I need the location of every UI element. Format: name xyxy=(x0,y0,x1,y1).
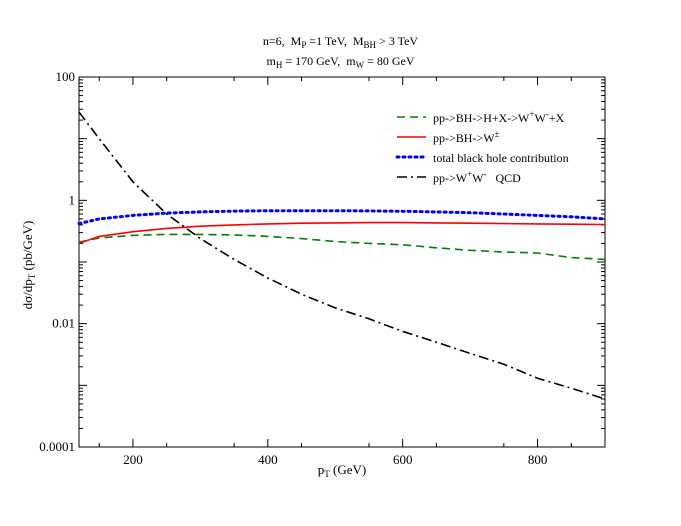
x-tick-label: 600 xyxy=(393,452,413,467)
legend-3-s1: + xyxy=(467,169,473,179)
y-tick-label: 100 xyxy=(56,69,76,84)
y-axis-label-sub: T xyxy=(27,273,37,280)
legend-3-c: QCD xyxy=(486,171,521,185)
title-mbh-label: M xyxy=(352,34,364,48)
chart-title-line-2: mH = 170 GeV, mW = 80 GeV xyxy=(0,54,681,70)
title-mp-label: M xyxy=(290,34,302,48)
title-mp-sub: P xyxy=(301,40,307,50)
y-tick-label: 0.01 xyxy=(52,316,75,331)
title-mh-label: m xyxy=(266,54,276,68)
legend-3-a: pp->W xyxy=(433,171,468,185)
series-line-0 xyxy=(78,233,606,261)
legend-entry-text-2: total black hole contribution xyxy=(433,151,569,166)
title-mp-value: =1 TeV, xyxy=(309,34,347,48)
legend-0-b: W xyxy=(534,111,546,125)
x-tick-label: 200 xyxy=(123,452,143,467)
series-line-3 xyxy=(78,111,606,400)
legend-0-a: pp->BH->H+X->W xyxy=(433,111,530,125)
legend-entry-text-0: pp->BH->H+X->W+W-+X xyxy=(433,109,565,126)
legend-1-s1: ± xyxy=(494,129,500,139)
legend-entry-text-3: pp->W+W- QCD xyxy=(433,169,521,186)
title-mw-label: m xyxy=(346,54,356,68)
x-axis-label: pT (GeV) xyxy=(317,462,367,479)
title-mbh-value: > 3 TeV xyxy=(379,34,419,48)
x-axis-label-main: p xyxy=(317,462,325,477)
legend-3-s2: - xyxy=(483,169,487,179)
title-mbh-sub: BH xyxy=(363,40,377,50)
legend-0-s2: - xyxy=(545,109,549,119)
legend-1-a: pp->BH->W xyxy=(433,131,495,145)
legend-2-a: total black hole contribution xyxy=(433,151,569,165)
legend-entry-text-1: pp->BH->W± xyxy=(433,129,500,146)
title-mh-sub: H xyxy=(275,60,283,70)
chart-title-line-1: n=6, MP =1 TeV, MBH > 3 TeV xyxy=(0,34,681,50)
x-tick-label: 800 xyxy=(528,452,548,467)
x-axis-label-sub: T xyxy=(324,469,330,479)
y-axis-label-unit: (pb/GeV) xyxy=(20,220,35,271)
legend-0-s1: + xyxy=(529,109,535,119)
x-tick-label: 400 xyxy=(258,452,278,467)
title-mw-value: = 80 GeV xyxy=(367,54,415,68)
legend-0-c: +X xyxy=(548,111,565,125)
x-axis-label-unit: (GeV) xyxy=(333,462,367,477)
y-tick-label: 1 xyxy=(69,192,76,207)
title-mh-value: = 170 GeV, xyxy=(285,54,341,68)
y-tick-label: 0.0001 xyxy=(39,439,75,454)
title-n: n=6, xyxy=(262,34,285,48)
y-axis-label-main: dσ/dp xyxy=(20,279,35,310)
y-axis-label: dσ/dpT (pb/GeV) xyxy=(20,220,37,310)
series-line-1 xyxy=(78,221,606,245)
title-mw-sub: W xyxy=(355,60,365,70)
legend-3-b: W xyxy=(472,171,484,185)
series-line-2 xyxy=(77,209,607,226)
plot-frame xyxy=(78,76,606,448)
